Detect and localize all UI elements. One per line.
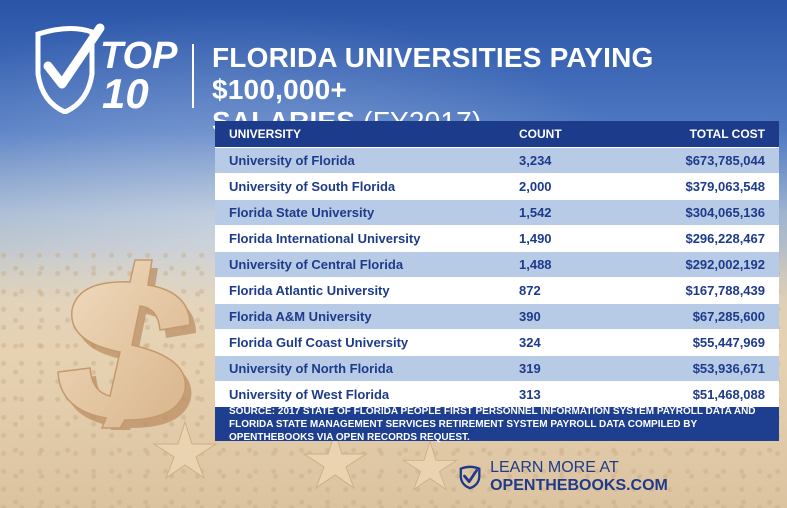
cell-total-cost: $304,065,136: [629, 199, 779, 226]
top10-badge: TOP 10: [35, 23, 178, 114]
table-row: University of West Florida 313 $51,468,088: [215, 381, 779, 407]
cell-count: 1,542: [519, 199, 629, 226]
starfish-illustration: [152, 420, 218, 480]
cell-university: University of North Florida: [215, 355, 519, 382]
cell-university: Florida A&M University: [215, 303, 519, 330]
table-row: University of North Florida 319 $53,936,67…: [215, 355, 779, 382]
table-row: University of Florida 3,234 $673,785,044: [215, 147, 779, 174]
cell-count: 872: [519, 277, 629, 304]
cell-university: Florida Atlantic University: [215, 277, 519, 304]
cell-total-cost: $673,785,044: [629, 147, 779, 174]
column-header-count: COUNT: [519, 121, 629, 148]
cell-university: Florida International University: [215, 225, 519, 252]
cell-total-cost: $67,285,600: [629, 303, 779, 330]
column-header-university: UNIVERSITY: [215, 121, 519, 148]
cell-count: 2,000: [519, 173, 629, 200]
cell-total-cost: $292,002,192: [629, 251, 779, 278]
salary-table-panel: UNIVERSITY COUNT TOTAL COST University o…: [215, 121, 779, 443]
learn-more-site: OPENTHEBOOKS.COM: [490, 477, 668, 494]
table-row: Florida Gulf Coast University 324 $55,447,…: [215, 329, 779, 356]
cell-total-cost: $51,468,088: [629, 381, 779, 407]
cell-count: 3,234: [519, 147, 629, 174]
cell-total-cost: $296,228,467: [629, 225, 779, 252]
title-line-1: FLORIDA UNIVERSITIES PAYING $100,000+: [212, 42, 654, 105]
cell-total-cost: $379,063,548: [629, 173, 779, 200]
table-row: Florida A&M University 390 $67,285,600: [215, 303, 779, 330]
header: TOP 10 FLORIDA UNIVERSITIES PAYING $100,…: [0, 0, 787, 137]
shield-check-icon: [459, 465, 481, 490]
cell-total-cost: $55,447,969: [629, 329, 779, 356]
cell-university: Florida Gulf Coast University: [215, 329, 519, 356]
salary-table: UNIVERSITY COUNT TOTAL COST University o…: [215, 121, 779, 407]
badge-label: TOP: [100, 35, 178, 77]
cell-university: University of Florida: [215, 147, 519, 174]
cell-count: 390: [519, 303, 629, 330]
cell-count: 324: [519, 329, 629, 356]
source-note: SOURCE: 2017 STATE OF FLORIDA PEOPLE FIR…: [229, 406, 756, 443]
table-row: University of South Florida 2,000 $379,063…: [215, 173, 779, 200]
svg-text:10: 10: [102, 70, 149, 114]
table-row: University of Central Florida 1,488 $292,0…: [215, 251, 779, 278]
cell-count: 313: [519, 381, 629, 407]
learn-more-prefix: LEARN MORE AT: [490, 459, 619, 476]
cell-count: 319: [519, 355, 629, 382]
cell-university: University of South Florida: [215, 173, 519, 200]
learn-more-text: LEARN MORE AT OPENTHEBOOKS.COM: [490, 459, 778, 495]
starfish-illustration: [401, 440, 459, 491]
learn-more-link[interactable]: LEARN MORE AT OPENTHEBOOKS.COM: [458, 459, 778, 495]
column-header-total-cost: TOTAL COST: [629, 121, 779, 148]
table-header-row: UNIVERSITY COUNT TOTAL COST: [215, 121, 779, 148]
table-row: Florida International University 1,490 $29…: [215, 225, 779, 252]
cell-total-cost: $53,936,671: [629, 355, 779, 382]
cell-university: Florida State University: [215, 199, 519, 226]
cell-university: University of Central Florida: [215, 251, 519, 278]
cell-count: 1,490: [519, 225, 629, 252]
starfish-illustration: [302, 430, 368, 490]
table-row: Florida Atlantic University 872 $167,788,4…: [215, 277, 779, 304]
dollar-sign-illustration: [57, 259, 196, 430]
cell-total-cost: $167,788,439: [629, 277, 779, 304]
cell-university: University of West Florida: [215, 381, 519, 407]
cell-count: 1,488: [519, 251, 629, 278]
header-divider: [192, 44, 194, 108]
table-row: Florida State University 1,542 $304,065,13…: [215, 199, 779, 226]
